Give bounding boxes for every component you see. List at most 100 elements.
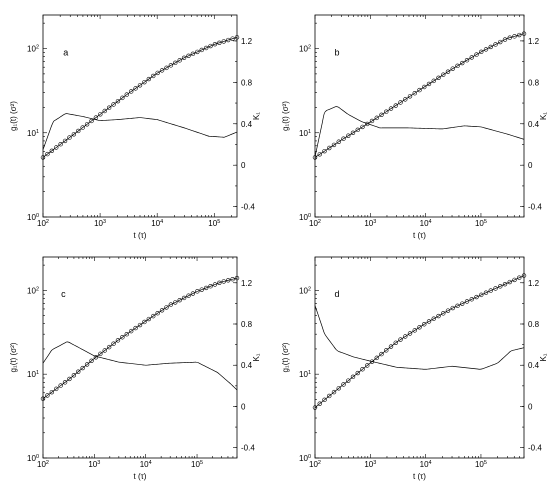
data-point-marker: [208, 43, 213, 49]
data-point-marker: [417, 87, 422, 93]
data-point-marker: [177, 297, 182, 303]
data-point-marker: [128, 89, 134, 94]
y-left-tick-label: 101: [299, 129, 311, 138]
data-point-marker: [76, 128, 81, 134]
data-point-marker: [336, 386, 341, 391]
data-point-marker: [221, 279, 226, 284]
data-point-marker: [155, 311, 160, 316]
y-right-axis-label: K₁: [539, 353, 548, 361]
series-line-k1: [42, 341, 238, 391]
data-point-marker: [355, 127, 360, 133]
data-point-marker: [502, 37, 508, 42]
y-left-tick-label: 100: [299, 454, 311, 463]
data-point-marker: [120, 335, 125, 340]
y-right-tick-label: 0: [241, 402, 246, 411]
x-tick-label: 103: [94, 219, 106, 228]
data-point-marker: [488, 288, 493, 293]
data-point-marker: [151, 73, 156, 79]
data-point-marker: [521, 31, 527, 36]
data-point-marker: [474, 294, 479, 300]
plot-frame: [42, 14, 238, 218]
data-point-marker: [168, 63, 174, 68]
data-point-marker: [137, 322, 143, 328]
data-point-marker: [369, 118, 375, 124]
data-point-marker: [331, 142, 337, 148]
data-point-marker: [89, 358, 94, 363]
data-point-marker: [45, 151, 50, 157]
data-point-marker: [498, 284, 503, 289]
x-tick-label: 102: [37, 460, 49, 469]
data-point-marker: [186, 53, 191, 59]
data-point-marker: [450, 66, 455, 71]
data-point-marker: [493, 286, 498, 291]
data-point-marker: [445, 69, 451, 74]
plot-frame: [314, 256, 525, 459]
data-point-marker: [164, 305, 169, 310]
data-point-marker: [58, 142, 63, 147]
data-point-marker: [106, 105, 112, 110]
x-tick-label: 105: [475, 460, 487, 469]
data-point-marker: [422, 84, 427, 90]
data-point-marker: [479, 292, 484, 298]
data-point-marker: [479, 49, 484, 55]
y-right-tick-label: 1.2: [528, 279, 540, 288]
data-point-marker: [230, 277, 235, 282]
data-point-marker: [102, 348, 107, 353]
data-point-marker: [106, 344, 112, 350]
data-point-marker: [403, 334, 408, 339]
data-point-marker: [195, 289, 200, 294]
data-point-marker: [474, 52, 479, 57]
y-right-axis-label: K₁: [252, 353, 261, 361]
data-point-marker: [45, 393, 50, 398]
data-point-marker: [212, 41, 218, 47]
data-point-marker: [426, 81, 432, 87]
data-point-marker: [512, 277, 517, 283]
y-right-tick-label: 0.8: [528, 78, 540, 87]
data-point-marker: [120, 95, 125, 101]
y-right-axis-label: K₁: [252, 112, 261, 120]
data-point-marker: [507, 35, 512, 40]
data-point-marker: [341, 382, 346, 387]
y-right-tick-label: 1.2: [241, 37, 253, 46]
data-point-marker: [133, 325, 138, 331]
data-point-marker: [360, 124, 365, 130]
chart-panel-a: 102 103 104 105 100 101 102 -0.4 0 0.4 0.8 1.2 t (τ)…: [9, 14, 261, 240]
data-point-marker: [71, 373, 77, 378]
data-point-marker: [54, 386, 59, 392]
data-point-marker: [181, 55, 187, 60]
y-right-tick-label: 0.4: [528, 120, 540, 129]
series-line-g1: [314, 275, 525, 408]
data-point-marker: [512, 34, 517, 39]
data-point-marker: [98, 112, 103, 117]
data-point-marker: [455, 63, 460, 69]
data-point-marker: [398, 100, 403, 105]
data-point-marker: [67, 376, 72, 382]
data-point-marker: [483, 290, 489, 295]
y-right-tick-label: 1.2: [528, 37, 540, 46]
data-point-marker: [137, 83, 143, 88]
data-point-marker: [151, 313, 156, 319]
y-left-axis-label: g₁(t) (σ²): [9, 342, 18, 372]
data-point-marker: [403, 97, 408, 102]
data-point-marker: [168, 302, 174, 307]
panel-label: c: [61, 289, 66, 299]
data-point-marker: [317, 152, 322, 157]
data-point-marker: [142, 319, 147, 325]
data-point-marker: [190, 291, 196, 296]
data-point-marker: [80, 125, 85, 130]
series-line-g1: [42, 36, 238, 158]
data-point-marker: [67, 135, 72, 140]
data-point-marker: [102, 108, 107, 114]
data-point-marker: [336, 139, 341, 144]
data-point-marker: [441, 311, 446, 316]
y-right-tick-label: -0.4: [528, 444, 542, 453]
x-tick-label: 103: [364, 460, 376, 469]
x-axis-label: t (τ): [134, 472, 147, 481]
x-tick-label: 103: [88, 460, 100, 469]
data-point-marker: [407, 94, 413, 99]
data-point-marker: [190, 51, 196, 57]
data-point-marker: [393, 340, 398, 345]
data-point-marker: [76, 369, 81, 374]
plot-frame: [42, 256, 238, 459]
data-point-marker: [488, 44, 493, 50]
